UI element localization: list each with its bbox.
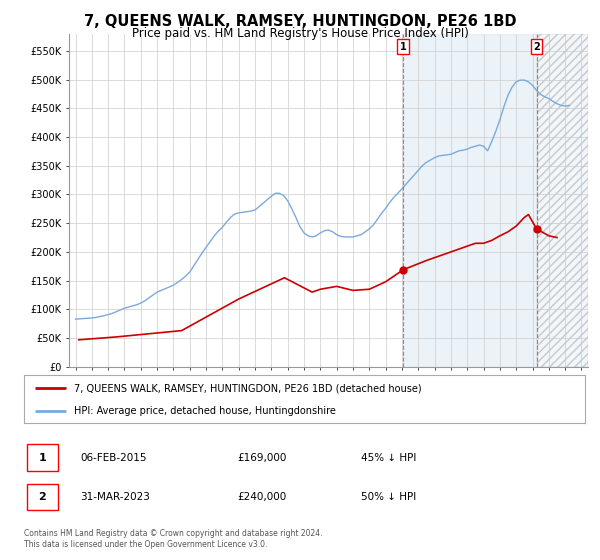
Text: Contains HM Land Registry data © Crown copyright and database right 2024.
This d: Contains HM Land Registry data © Crown c… bbox=[24, 529, 323, 549]
FancyBboxPatch shape bbox=[27, 483, 58, 510]
Text: 7, QUEENS WALK, RAMSEY, HUNTINGDON, PE26 1BD: 7, QUEENS WALK, RAMSEY, HUNTINGDON, PE26… bbox=[84, 14, 516, 29]
Text: 50% ↓ HPI: 50% ↓ HPI bbox=[361, 492, 416, 502]
Text: 06-FEB-2015: 06-FEB-2015 bbox=[80, 452, 146, 463]
Text: 31-MAR-2023: 31-MAR-2023 bbox=[80, 492, 150, 502]
Text: 45% ↓ HPI: 45% ↓ HPI bbox=[361, 452, 416, 463]
FancyBboxPatch shape bbox=[27, 444, 58, 471]
Text: £169,000: £169,000 bbox=[237, 452, 287, 463]
Text: 7, QUEENS WALK, RAMSEY, HUNTINGDON, PE26 1BD (detached house): 7, QUEENS WALK, RAMSEY, HUNTINGDON, PE26… bbox=[74, 383, 422, 393]
Text: 2: 2 bbox=[533, 42, 540, 52]
Text: Price paid vs. HM Land Registry's House Price Index (HPI): Price paid vs. HM Land Registry's House … bbox=[131, 27, 469, 40]
Text: 1: 1 bbox=[38, 452, 46, 463]
Text: £240,000: £240,000 bbox=[237, 492, 286, 502]
Text: HPI: Average price, detached house, Huntingdonshire: HPI: Average price, detached house, Hunt… bbox=[74, 406, 337, 416]
Text: 2: 2 bbox=[38, 492, 46, 502]
Text: 1: 1 bbox=[400, 42, 407, 52]
